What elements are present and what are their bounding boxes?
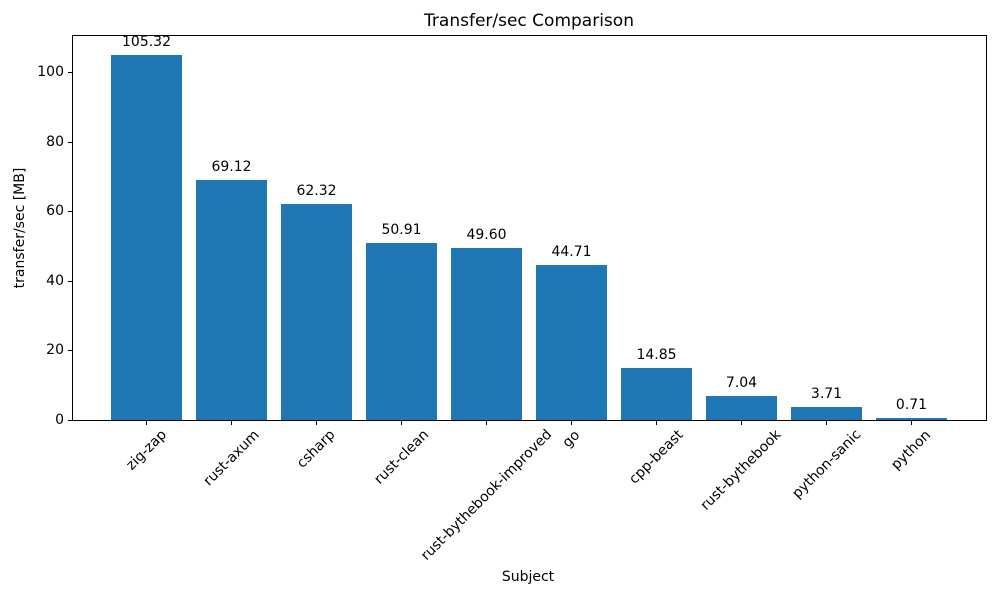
bar: [706, 395, 777, 420]
bar: [876, 417, 947, 420]
x-tick-label: zig-zap: [122, 426, 170, 474]
bar-value-label: 3.71: [810, 386, 843, 403]
x-tick-label: cpp-beast: [626, 426, 687, 488]
x-tick-label: csharp: [293, 426, 339, 472]
bar: [791, 407, 862, 420]
y-tick: [68, 280, 72, 282]
x-tick: [826, 421, 827, 425]
x-tick-label: python: [888, 426, 935, 473]
bar-value-label: 49.60: [466, 226, 507, 243]
x-tick: [486, 421, 487, 425]
x-tick: [911, 421, 912, 425]
y-tick: [68, 141, 72, 143]
bar-value-label: 7.04: [725, 374, 758, 391]
y-tick-label: 40: [46, 272, 64, 289]
x-tick: [741, 421, 742, 425]
y-tick: [68, 211, 72, 213]
y-tick: [68, 350, 72, 352]
x-tick-label: rust-clean: [370, 426, 432, 488]
bar: [281, 203, 352, 420]
bar-value-label: 44.71: [551, 243, 592, 260]
y-tick: [68, 419, 72, 421]
bar: [536, 264, 607, 420]
x-tick-label: rust-bythebook: [697, 427, 785, 514]
x-tick: [316, 421, 317, 425]
y-tick-label: 100: [37, 64, 64, 81]
bar: [621, 368, 692, 420]
bar: [366, 243, 437, 420]
x-tick-label: python-sanic: [788, 426, 864, 503]
y-tick-label: 60: [46, 203, 64, 220]
x-axis-label: Subject: [501, 569, 555, 585]
bar-value-label: 62.32: [296, 182, 337, 199]
x-tick: [656, 421, 657, 425]
x-tick-label: go: [559, 426, 584, 451]
bar-value-label: 50.91: [381, 222, 422, 239]
x-tick: [146, 421, 147, 425]
y-tick: [68, 72, 72, 74]
y-tick-label: 80: [46, 133, 64, 150]
x-tick-label: rust-bythebook-improved: [417, 426, 555, 565]
chart-title: Transfer/sec Comparison: [424, 11, 634, 31]
y-tick-label: 20: [46, 342, 64, 359]
bar: [196, 180, 267, 420]
bar-value-label: 0.71: [895, 396, 928, 413]
x-tick: [571, 421, 572, 425]
y-tick-label: 0: [55, 411, 64, 428]
x-tick: [231, 421, 232, 425]
bar-value-label: 105.32: [122, 33, 171, 50]
bar: [111, 54, 182, 420]
x-tick: [401, 421, 402, 425]
x-tick-label: rust-axum: [200, 427, 263, 490]
bar: [451, 247, 522, 420]
y-axis-label: transfer/sec [MB]: [12, 167, 28, 289]
plot-area: [72, 35, 987, 421]
bar-value-label: 14.85: [636, 347, 677, 364]
bar-value-label: 69.12: [211, 159, 252, 176]
